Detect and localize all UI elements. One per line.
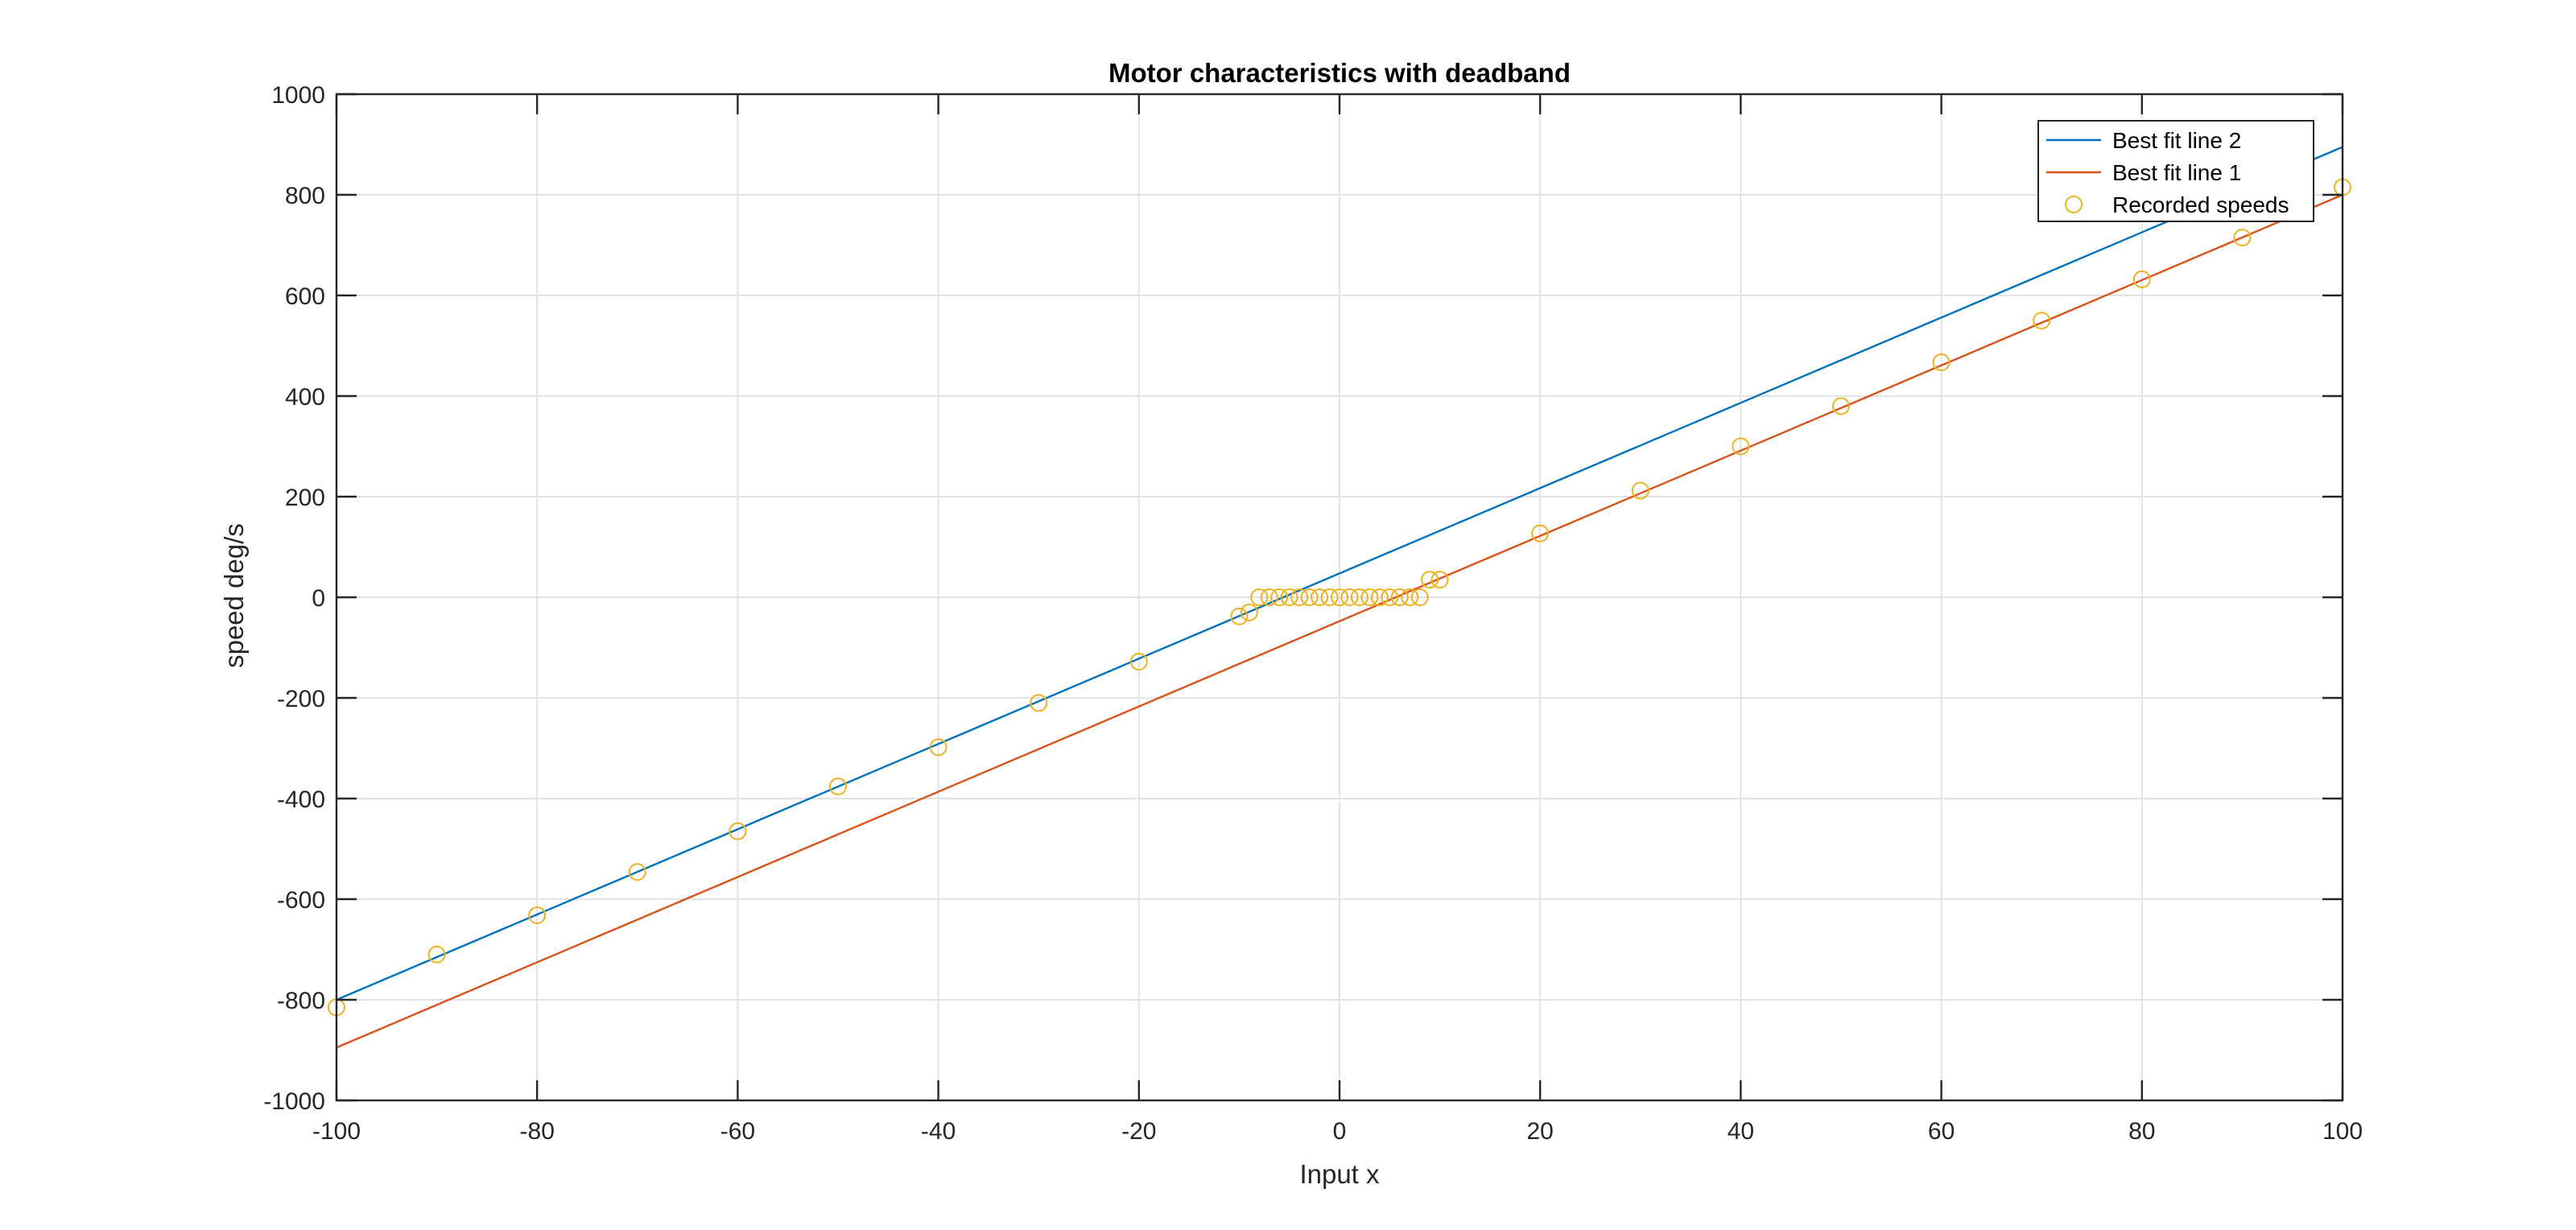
x-axis-label: Input x — [1299, 1159, 1380, 1189]
series-line — [336, 146, 2343, 1001]
data-point — [1350, 588, 1368, 606]
legend-marker-swatch — [2065, 196, 2083, 213]
data-point — [1340, 588, 1359, 606]
y-tick-label: 800 — [285, 183, 325, 209]
data-point — [1732, 437, 1750, 456]
chart-title: Motor characteristics with deadband — [1108, 58, 1571, 88]
data-point — [829, 778, 847, 795]
legend: Best fit line 2 Best fit line 1 Recorded s… — [2037, 120, 2314, 222]
x-tick-label: 80 — [2128, 1118, 2155, 1145]
y-tick-label: -800 — [277, 988, 325, 1014]
data-point — [1300, 588, 1319, 606]
data-point — [1250, 588, 1269, 606]
y-tick-label: 0 — [312, 585, 325, 612]
data-point — [1370, 588, 1389, 606]
x-tick-label: -60 — [720, 1118, 755, 1145]
data-point — [1381, 588, 1399, 606]
x-tick-label: 60 — [1928, 1118, 1955, 1145]
data-point — [1230, 607, 1249, 625]
x-tick-label: -100 — [312, 1118, 361, 1145]
legend-box — [2037, 120, 2314, 222]
data-point — [528, 906, 547, 924]
data-point — [929, 738, 947, 757]
data-point — [1280, 588, 1298, 606]
y-tick-label: 400 — [285, 384, 325, 411]
data-point — [1430, 571, 1449, 589]
data-point — [1531, 524, 1550, 543]
data-point — [1311, 588, 1329, 606]
data-point — [1932, 353, 1951, 372]
data-point — [1331, 588, 1348, 606]
x-tick-label: 20 — [1527, 1118, 1554, 1145]
data-point — [1360, 588, 1379, 606]
legend-label: Best fit line 1 — [2112, 160, 2241, 185]
x-tick-label: 100 — [2322, 1118, 2363, 1145]
data-point — [1401, 588, 1419, 606]
legend-entry: Best fit line 1 — [2046, 160, 2241, 185]
y-axis-label: speed deg/s — [219, 523, 249, 668]
axes: -100 -80 -60 -40 -20 0 20 40 60 80 100-1000-800-60… — [263, 82, 2363, 1145]
legend-label: Recorded speeds — [2112, 192, 2289, 217]
data-point — [1390, 588, 1409, 606]
y-tick-label: 1000 — [271, 82, 325, 109]
data-point — [1270, 588, 1289, 606]
y-tick-label: 600 — [285, 283, 325, 310]
data-point — [1030, 694, 1048, 712]
x-tick-label: 40 — [1728, 1118, 1754, 1145]
legend-entry: Recorded speeds — [2065, 192, 2289, 217]
legend-entry: Best fit line 2 — [2046, 128, 2241, 153]
plot-area — [328, 146, 2351, 1049]
data-point — [1260, 588, 1278, 606]
data-point — [2233, 229, 2252, 247]
series-best-fit-line-2 — [336, 146, 2343, 1001]
data-point — [1421, 571, 1439, 589]
x-tick-label: 0 — [1333, 1118, 1347, 1145]
legend-label: Best fit line 2 — [2112, 128, 2241, 153]
series-recorded-speeds — [328, 178, 2351, 1017]
x-tick-label: -80 — [520, 1118, 555, 1145]
y-tick-label: -400 — [277, 786, 325, 813]
data-point — [2033, 312, 2051, 330]
x-tick-label: -20 — [1121, 1118, 1156, 1145]
data-point — [1129, 653, 1148, 671]
data-point — [1832, 397, 1850, 415]
data-point — [628, 863, 646, 881]
data-point — [1410, 588, 1429, 606]
data-point — [1290, 588, 1309, 606]
y-tick-label: -200 — [277, 686, 325, 712]
data-point — [1631, 481, 1649, 500]
y-tick-label: -600 — [277, 887, 325, 914]
grid — [336, 93, 2343, 1101]
data-point — [2132, 270, 2151, 288]
data-point — [729, 822, 747, 840]
x-tick-label: -40 — [921, 1118, 956, 1145]
data-point — [1320, 588, 1339, 606]
series-line — [336, 193, 2343, 1049]
data-point — [1240, 603, 1258, 621]
series-best-fit-line-1 — [336, 193, 2343, 1049]
data-point — [427, 945, 446, 964]
y-tick-label: -1000 — [263, 1088, 325, 1115]
y-tick-label: 200 — [285, 485, 325, 511]
